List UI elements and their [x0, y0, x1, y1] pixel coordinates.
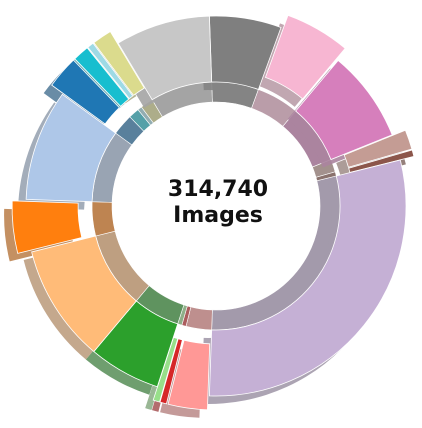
segment [159, 338, 183, 405]
segment [167, 339, 211, 411]
segment [93, 30, 145, 96]
segment [208, 159, 407, 397]
segment [51, 59, 120, 125]
segment [295, 59, 393, 161]
segment [25, 93, 117, 203]
segment [74, 47, 130, 107]
segment [87, 42, 134, 100]
rings [4, 14, 415, 418]
inner-segment [91, 201, 116, 237]
center-caption: Images [173, 203, 263, 228]
segment [31, 235, 137, 353]
segment [117, 15, 213, 101]
center-value: 314,740 [168, 177, 268, 202]
segment [11, 200, 83, 254]
segment [264, 14, 346, 100]
segment [208, 15, 282, 90]
segment [343, 129, 413, 168]
